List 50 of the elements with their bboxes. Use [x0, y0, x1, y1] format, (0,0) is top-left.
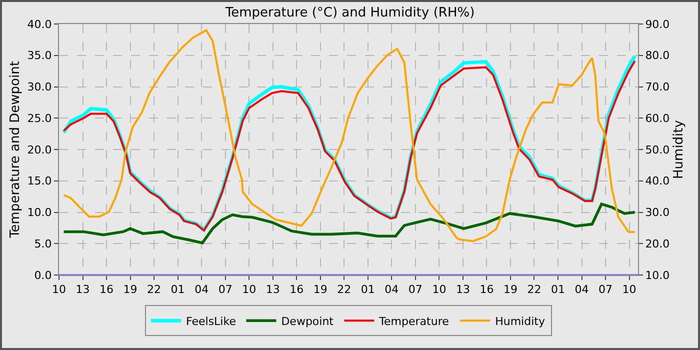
y2-tick-label: 90.0 [645, 18, 670, 31]
y-tick-label: 30.0 [27, 80, 52, 94]
x-tick-label: 16 [100, 283, 114, 296]
x-tick-label: 10 [622, 283, 636, 296]
y-tick-label: 20.0 [27, 143, 52, 156]
x-tick-label: 16 [290, 283, 304, 296]
x-tick-label: 07 [408, 283, 422, 296]
y-tick-label: 35.0 [27, 49, 52, 62]
legend-label: Humidity [495, 314, 546, 328]
x-tick-label: 19 [313, 283, 328, 296]
legend-label: Dewpoint [281, 314, 334, 328]
x-tick-label: 10 [242, 283, 256, 296]
y2-tick-label: 80.0 [645, 49, 670, 62]
x-tick-label: 04 [194, 283, 209, 296]
y-axis-title: Temperature and Dewpoint [8, 61, 24, 239]
x-tick-label: 01 [170, 283, 185, 296]
x-tick-label: 10 [432, 283, 446, 296]
y-tick-label: 10.0 [27, 206, 52, 220]
x-tick-label: 19 [123, 283, 138, 296]
y2-tick-label: 20.0 [645, 237, 670, 250]
legend-label: Temperature [378, 314, 450, 328]
y-tick-label: 15.0 [27, 174, 52, 188]
x-tick-label: 19 [503, 283, 518, 296]
x-tick-label: 10 [52, 283, 66, 296]
x-tick-label: 07 [218, 283, 232, 296]
x-tick-label: 04 [574, 283, 589, 296]
y2-tick-label: 30.0 [645, 206, 670, 220]
x-tick-label: 04 [384, 283, 399, 296]
y2-tick-label: 50.0 [645, 143, 670, 156]
y2-axis-title: Humidity [671, 120, 686, 179]
y2-tick-label: 60.0 [645, 112, 670, 125]
y-tick-label: 0.0 [34, 268, 52, 282]
x-tick-label: 16 [480, 283, 494, 296]
y2-tick-label: 10.0 [645, 268, 670, 282]
x-tick-label: 01 [551, 283, 565, 296]
y-tick-label: 5.0 [34, 237, 52, 250]
x-tick-label: 01 [360, 283, 375, 296]
x-tick-label: 22 [337, 283, 352, 296]
y2-tick-label: 70.0 [645, 80, 670, 94]
chart-title: Temperature (°C) and Humidity (RH%) [224, 5, 475, 20]
y2-tick-label: 40.0 [645, 174, 670, 188]
x-tick-label: 22 [527, 283, 542, 296]
y-tick-label: 25.0 [27, 112, 52, 125]
x-tick-label: 13 [266, 283, 280, 296]
x-tick-label: 22 [147, 283, 162, 296]
y-tick-label: 40.0 [27, 18, 52, 31]
x-tick-label: 07 [598, 283, 613, 296]
x-tick-label: 13 [76, 283, 90, 296]
legend-label: FeelsLike [186, 314, 236, 328]
x-tick-label: 13 [456, 283, 470, 296]
